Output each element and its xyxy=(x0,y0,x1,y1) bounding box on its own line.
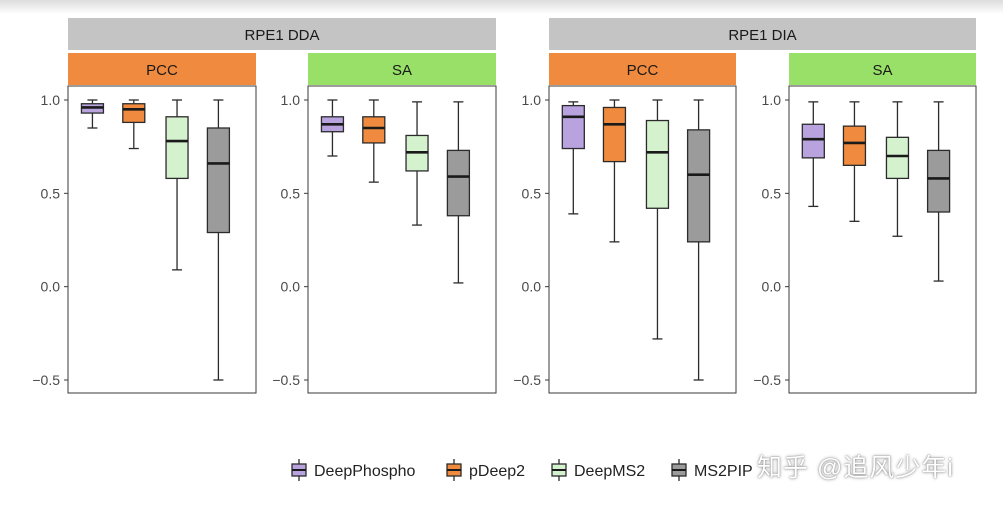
y-tick-label-rpe1-dia-sa: 0.5 xyxy=(762,185,782,201)
y-tick-label-rpe1-dia-pcc: −0.5 xyxy=(513,372,541,388)
facet-strip-rpe1-dda-sa xyxy=(308,53,496,85)
box-rpe1-dia-sa-pdeep2 xyxy=(842,125,867,166)
y-tick-label-rpe1-dia-sa: 0.0 xyxy=(762,279,782,295)
box-rpe1-dia-pcc-deepms2 xyxy=(645,119,670,209)
facet-label-rpe1-dia-pcc: PCC xyxy=(627,62,659,79)
y-tick-label-rpe1-dda-pcc: 0.5 xyxy=(41,185,61,201)
strip-rpe1-dia xyxy=(549,18,976,50)
y-tick-label-rpe1-dia-pcc: 0.0 xyxy=(522,279,542,295)
y-tick-label-rpe1-dda-pcc: −0.5 xyxy=(32,372,60,388)
y-tick-label-rpe1-dia-sa: 1.0 xyxy=(762,92,782,108)
legend-label-ms2pip: MS2PIP xyxy=(694,463,753,480)
box-rpe1-dia-pcc-ms2pip xyxy=(686,129,711,243)
y-tick-label-rpe1-dia-pcc: 0.5 xyxy=(522,185,542,201)
strip-label-rpe1-dda: RPE1 DDA xyxy=(244,27,319,44)
legend-item-pdeep2: pDeep2 xyxy=(446,459,525,481)
y-tick-label-rpe1-dia-sa: −0.5 xyxy=(753,372,781,388)
y-tick-label-rpe1-dda-pcc: 1.0 xyxy=(41,92,61,108)
watermark-text: 知乎 @追风少年i xyxy=(757,454,954,482)
y-tick-label-rpe1-dda-pcc: 0.0 xyxy=(41,279,61,295)
legend-item-deepphospho: DeepPhospho xyxy=(291,459,416,481)
facet-strip-rpe1-dia-sa xyxy=(789,53,976,85)
legend-label-deepphospho: DeepPhospho xyxy=(314,463,416,480)
box-rpe1-dda-sa-pdeep2 xyxy=(362,116,386,144)
box-rpe1-dda-sa-ms2pip xyxy=(446,149,471,217)
box-rpe1-dia-pcc-pdeep2 xyxy=(602,106,627,163)
top-shadow-bar xyxy=(0,0,1003,14)
box-rpe1-dda-pcc-deepms2 xyxy=(165,116,189,180)
legend-label-deepms2: DeepMS2 xyxy=(574,463,645,480)
y-tick-label-rpe1-dda-sa: 0.5 xyxy=(281,185,301,201)
box-rpe1-dia-sa-ms2pip xyxy=(926,149,951,213)
box-rpe1-dia-sa-deepms2 xyxy=(885,136,910,180)
panel-frame-rpe1-dda-sa xyxy=(307,85,497,394)
facet-strip-rpe1-dia-pcc xyxy=(549,53,736,85)
facet-label-rpe1-dda-pcc: PCC xyxy=(146,62,178,79)
legend: DeepPhospho pDeep2 DeepMS2 MS2PIP xyxy=(291,459,753,481)
y-tick-label-rpe1-dda-sa: 1.0 xyxy=(281,92,301,108)
strip-label-rpe1-dia: RPE1 DIA xyxy=(728,27,796,44)
facet-strip-rpe1-dda-pcc xyxy=(68,53,256,85)
facet-label-rpe1-dda-sa: SA xyxy=(392,62,412,79)
facet-label-rpe1-dia-sa: SA xyxy=(872,62,892,79)
box-rpe1-dia-sa-deepphospho xyxy=(801,123,825,159)
y-tick-label-rpe1-dda-sa: −0.5 xyxy=(272,372,300,388)
y-tick-label-rpe1-dda-sa: 0.0 xyxy=(281,279,301,295)
box-rpe1-dda-pcc-ms2pip xyxy=(206,127,231,234)
strip-rpe1-dda xyxy=(68,18,496,50)
legend-label-pdeep2: pDeep2 xyxy=(469,463,525,480)
legend-item-ms2pip: MS2PIP xyxy=(671,459,753,481)
y-tick-label-rpe1-dia-pcc: 1.0 xyxy=(522,92,542,108)
box-rpe1-dda-pcc-pdeep2 xyxy=(122,103,146,124)
box-rpe1-dia-pcc-deepphospho xyxy=(561,104,585,150)
legend-item-deepms2: DeepMS2 xyxy=(551,459,645,481)
